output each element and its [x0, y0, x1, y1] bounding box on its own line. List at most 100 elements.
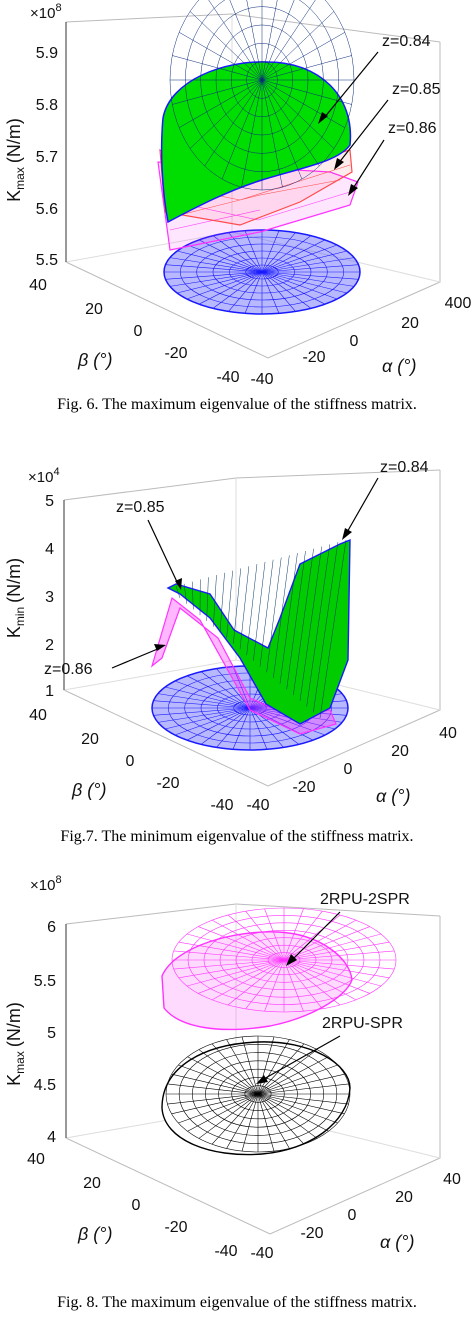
mesh-line	[183, 583, 187, 604]
mesh-line	[198, 1049, 259, 1095]
mesh-line	[257, 1093, 305, 1145]
fig7-scale-factor: ×104	[28, 466, 60, 486]
mesh-line	[257, 1036, 275, 1095]
fig7-beta-tick: -40	[210, 797, 233, 814]
fig8-beta-tick: 20	[83, 1175, 101, 1192]
mesh-line	[283, 959, 357, 1001]
mesh-line	[283, 959, 341, 1006]
mesh-line	[257, 1093, 290, 1149]
mesh-line	[191, 581, 194, 610]
fig8-surface-2rpu-2spr	[161, 907, 397, 1031]
fig8-beta-tick: 40	[27, 1151, 45, 1168]
mesh-line	[266, 557, 282, 673]
fig7-beta-tick: -20	[156, 775, 179, 792]
fig8-beta-tick: -40	[214, 1243, 237, 1260]
mesh-line	[293, 548, 314, 696]
mesh-line	[233, 568, 242, 644]
mesh-ring	[231, 1077, 285, 1111]
mesh-line	[186, 933, 285, 961]
mesh-ring	[231, 43, 293, 117]
mesh-line	[213, 575, 217, 627]
mesh-line	[264, 908, 285, 961]
mesh-line	[279, 553, 298, 684]
fig7-annotation: z=0.85	[116, 499, 165, 516]
fig6-projection	[163, 229, 361, 315]
fig6-alpha-tick: 400	[445, 295, 472, 312]
mesh-line	[283, 959, 323, 1010]
fig8-alpha-tick: 0	[348, 1207, 357, 1224]
mesh-line	[253, 561, 266, 661]
fig7-alpha-tick: 40	[439, 725, 457, 742]
fig7-scale-exp: 4	[53, 466, 59, 478]
mesh-line	[167, 1083, 259, 1095]
mesh-line	[257, 1093, 345, 1115]
mesh-line	[283, 941, 390, 961]
mesh-line	[257, 1093, 349, 1105]
mesh-line	[239, 566, 250, 650]
fig8-alpha-tick: -20	[300, 1225, 323, 1242]
mesh-line	[313, 542, 339, 713]
fig7-z-tick: 2	[45, 637, 54, 654]
fig6-caption: Fig. 6. The maximum eigenvalue of the st…	[57, 396, 417, 413]
mesh-ring	[229, 257, 295, 287]
fig7-caption: Fig.7. The minimum eigenvalue of the sti…	[60, 828, 414, 845]
svg-text:Kmax(N/m): Kmax(N/m)	[4, 1002, 27, 1086]
mesh-ring	[191, 1052, 325, 1136]
fig7-alpha-tick: -40	[246, 797, 269, 814]
mesh-line	[175, 585, 181, 599]
figure-7: 5 4 3 2 1 ×104 Kmin(N/m) z=0.84	[0, 448, 474, 878]
mesh-line	[187, 1056, 259, 1095]
mesh-line	[206, 577, 209, 621]
mesh-line	[219, 572, 225, 633]
fig6-alpha-tick: -40	[250, 371, 273, 388]
mesh-ring	[185, 0, 339, 172]
mesh-line	[245, 910, 285, 961]
fig6-beta-ticks: 40 20 0 -20 -40	[29, 277, 240, 386]
fig6-ylabel: β (°)	[77, 350, 112, 370]
mesh-line	[171, 1093, 259, 1115]
fig7-beta-ticks: 40 20 0 -20 -40	[29, 707, 234, 814]
fig6-alpha-tick: 0	[350, 333, 359, 350]
mesh-ring	[200, 6, 324, 154]
mesh-line	[178, 941, 285, 961]
mesh-ring	[165, 1035, 351, 1153]
fig7-alpha-tick: 20	[391, 743, 409, 760]
mesh-line	[283, 908, 304, 961]
fig6-scale-base: ×10	[30, 5, 55, 22]
mesh-line	[257, 1064, 338, 1095]
fig8-scale-factor: ×108	[30, 874, 62, 894]
fig6-zlabel: Kmax(N/m)	[4, 118, 27, 202]
mesh-line	[245, 959, 285, 1010]
mesh-line	[257, 1093, 329, 1132]
mesh-line	[306, 544, 331, 707]
mesh-line	[286, 550, 306, 690]
mesh-line	[226, 570, 233, 639]
mesh-line	[319, 539, 347, 719]
mesh-ring	[235, 937, 333, 983]
fig7-z-tick: 5	[45, 493, 54, 510]
mesh-line	[257, 1056, 329, 1095]
fig7-alpha-tick: -20	[292, 779, 315, 796]
mesh-line	[257, 1039, 290, 1095]
mesh-line	[299, 546, 322, 701]
mesh-ring	[212, 250, 312, 294]
fig6-xlabel: α (°)	[382, 356, 416, 376]
fig7-beta-tick: 40	[29, 707, 47, 724]
fig7-axes-box	[63, 469, 441, 787]
mesh-line	[257, 1049, 318, 1095]
fig8-z-tick: 4.5	[34, 1077, 56, 1094]
mesh-line	[257, 1093, 338, 1124]
fig6-beta-tick: 20	[85, 301, 103, 318]
fig6-z-ticks: 5.9 5.8 5.7 5.6 5.5	[36, 45, 58, 269]
fig7-beta-tick: 0	[126, 753, 135, 770]
mesh-line	[211, 1093, 259, 1145]
mesh-ring	[180, 236, 344, 308]
mesh-ring	[215, 24, 309, 136]
mesh-line	[198, 959, 285, 994]
mesh-ring	[219, 929, 349, 991]
fig8-plot: 6 5.5 5 4.5 4 ×108 Kmax(N/m) 2RPU-2SPR 2…	[4, 874, 461, 1262]
mesh-line	[227, 959, 285, 1006]
fig8-caption: Fig. 8. The maximum eigenvalue of the st…	[57, 1294, 417, 1311]
mesh-line	[283, 914, 341, 961]
fig7-ylabel: β (°)	[71, 780, 106, 800]
